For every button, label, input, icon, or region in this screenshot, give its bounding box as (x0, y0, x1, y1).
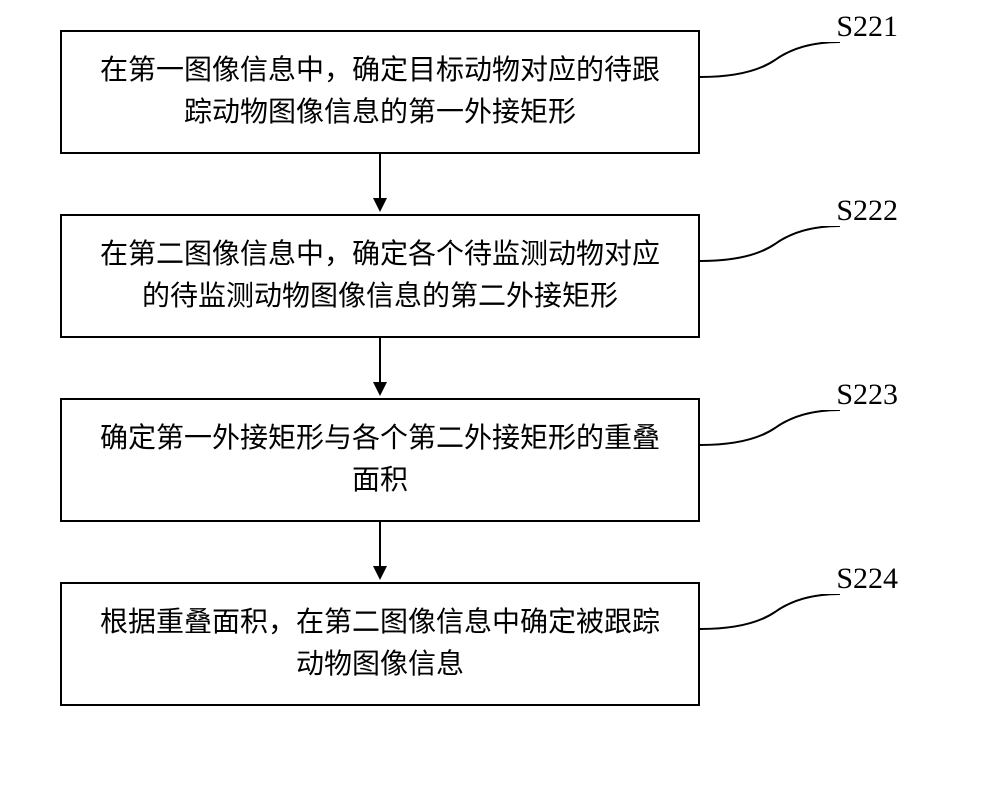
step-box-s222: 在第二图像信息中，确定各个待监测动物对应的待监测动物图像信息的第二外接矩形 S2… (60, 214, 700, 338)
step-box-s223: 确定第一外接矩形与各个第二外接矩形的重叠面积 S223 (60, 398, 700, 522)
step-box-s221: 在第一图像信息中，确定目标动物对应的待跟踪动物图像信息的第一外接矩形 S221 (60, 30, 700, 154)
arrow-s223-s224 (60, 522, 700, 582)
step-group-s223: 确定第一外接矩形与各个第二外接矩形的重叠面积 S223 (60, 398, 940, 582)
arrow-s222-s223 (60, 338, 700, 398)
step-text-s222: 在第二图像信息中，确定各个待监测动物对应的待监测动物图像信息的第二外接矩形 (92, 234, 668, 318)
step-box-s224: 根据重叠面积，在第二图像信息中确定被跟踪动物图像信息 S224 (60, 582, 700, 706)
connector-s224 (700, 594, 890, 644)
step-label-s221: S221 (836, 10, 898, 44)
flowchart-container: 在第一图像信息中，确定目标动物对应的待跟踪动物图像信息的第一外接矩形 S221 … (60, 30, 940, 706)
step-group-s222: 在第二图像信息中，确定各个待监测动物对应的待监测动物图像信息的第二外接矩形 S2… (60, 214, 940, 398)
step-group-s221: 在第一图像信息中，确定目标动物对应的待跟踪动物图像信息的第一外接矩形 S221 (60, 30, 940, 214)
step-text-s223: 确定第一外接矩形与各个第二外接矩形的重叠面积 (92, 418, 668, 502)
step-group-s224: 根据重叠面积，在第二图像信息中确定被跟踪动物图像信息 S224 (60, 582, 940, 706)
connector-s223 (700, 410, 890, 460)
step-label-s223: S223 (836, 378, 898, 412)
connector-s221 (700, 42, 890, 92)
step-label-s222: S222 (836, 194, 898, 228)
arrow-s221-s222 (60, 154, 700, 214)
step-label-s224: S224 (836, 562, 898, 596)
step-text-s221: 在第一图像信息中，确定目标动物对应的待跟踪动物图像信息的第一外接矩形 (92, 50, 668, 134)
connector-s222 (700, 226, 890, 276)
step-text-s224: 根据重叠面积，在第二图像信息中确定被跟踪动物图像信息 (92, 602, 668, 686)
